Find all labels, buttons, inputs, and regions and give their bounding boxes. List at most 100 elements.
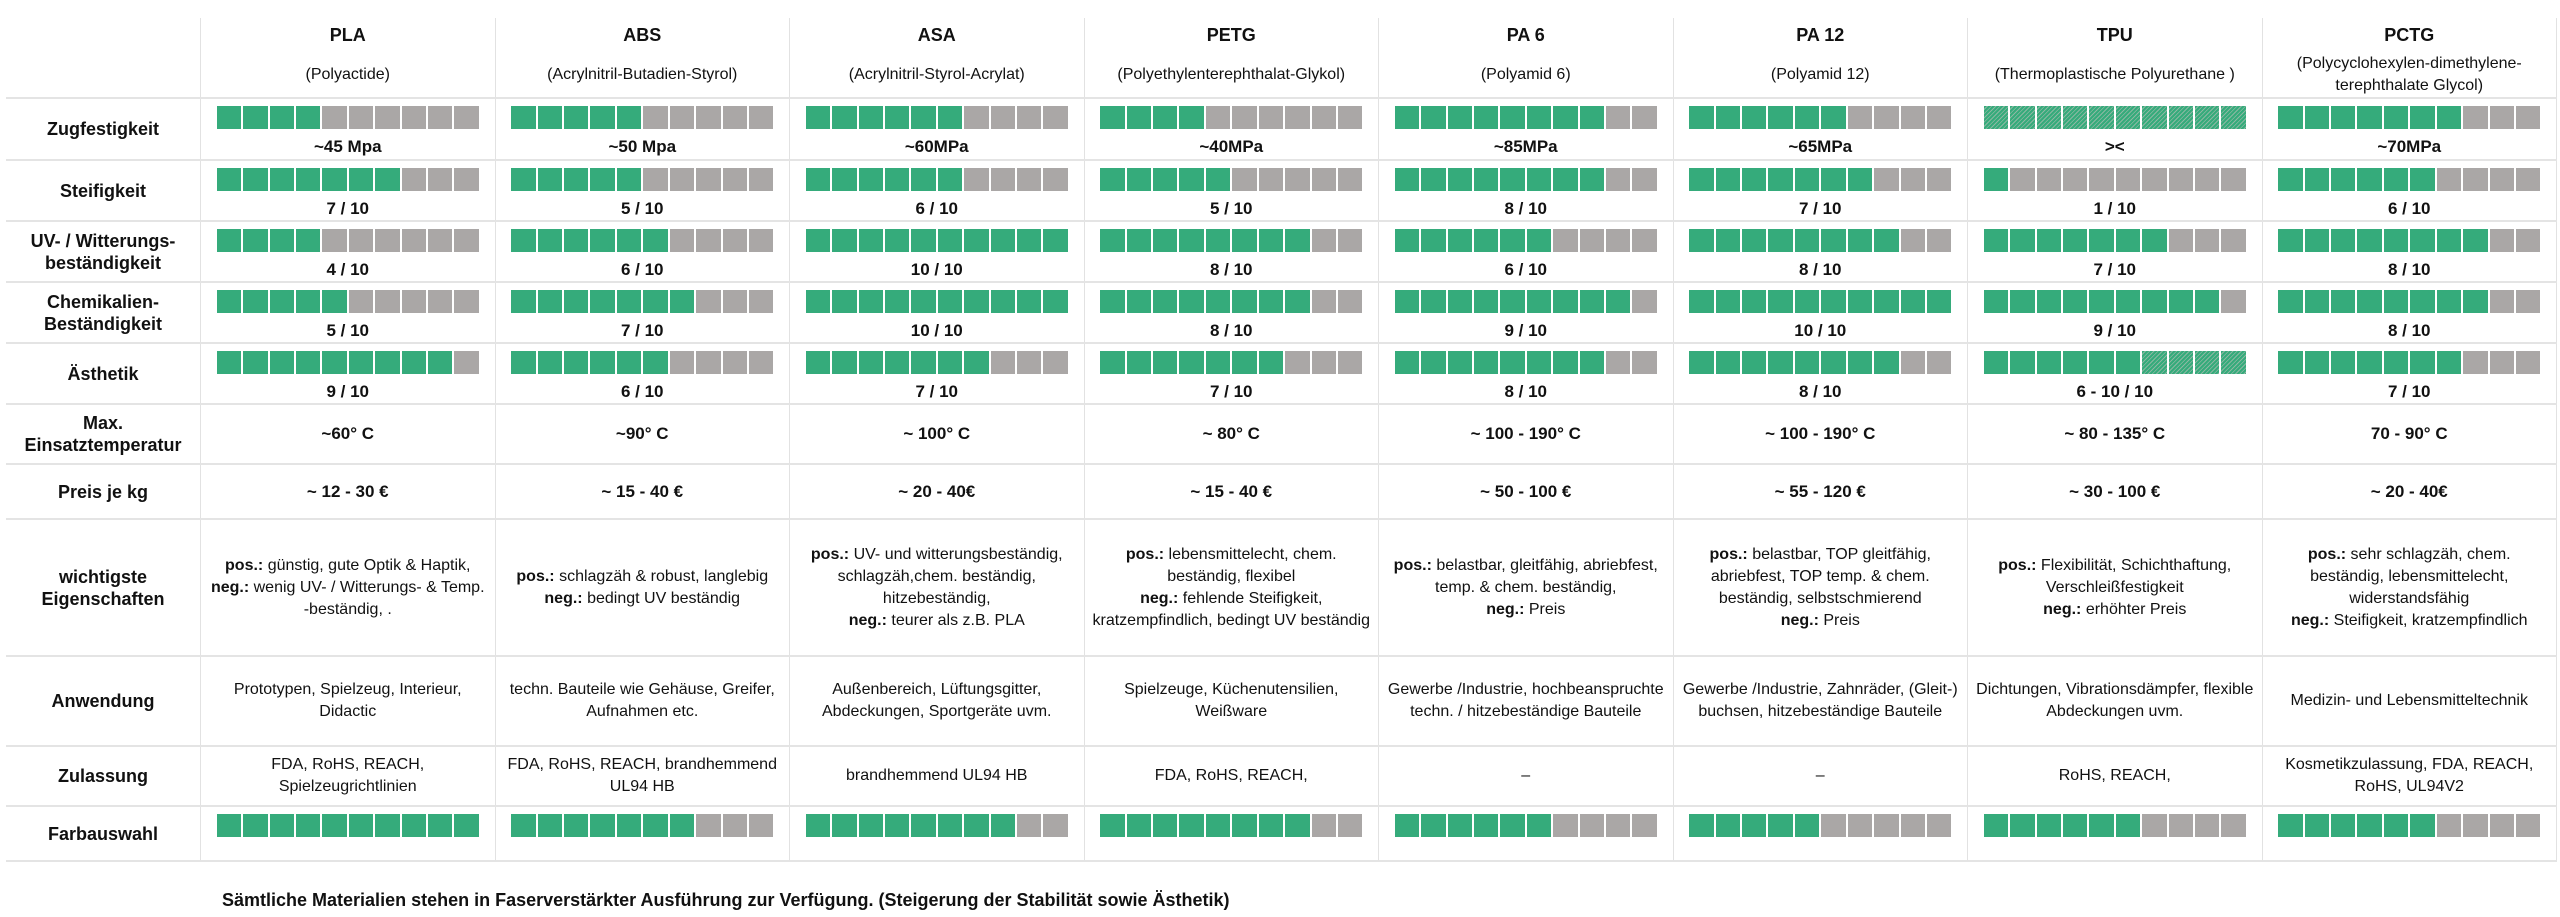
rating-segment bbox=[2515, 351, 2541, 374]
rating-segment bbox=[2304, 290, 2330, 313]
rating-segment bbox=[2168, 351, 2193, 374]
rating-segment bbox=[511, 814, 536, 837]
rating-segment bbox=[375, 106, 400, 129]
rating-cell: ~85MPa bbox=[1379, 99, 1674, 161]
pros-text: pos.: belastbar, TOP gleitfähig, abriebf… bbox=[1682, 544, 1960, 610]
material-full-name: (Acrylnitril-Styrol-Acrylat) bbox=[848, 65, 1025, 83]
rating-value: 10 / 10 bbox=[1794, 321, 1847, 340]
rating-segment bbox=[1205, 814, 1231, 837]
rating-segment bbox=[1017, 229, 1042, 252]
rating-segment bbox=[990, 229, 1015, 252]
rating-segment bbox=[1579, 229, 1604, 252]
cons-label: neg.: bbox=[848, 611, 887, 629]
rating-segment bbox=[2115, 106, 2141, 129]
value-cell: ~ 80° C bbox=[1084, 405, 1379, 465]
rating-segment bbox=[884, 351, 910, 374]
rating-cell: 5 / 10 bbox=[1084, 161, 1379, 222]
rating-segment bbox=[2515, 814, 2541, 837]
rating-segment bbox=[1337, 351, 1363, 374]
rating-bar bbox=[1983, 814, 2246, 837]
rating-segment bbox=[1606, 229, 1631, 252]
rating-segment bbox=[2436, 229, 2462, 252]
text-cell: techn. Bauteile wie Gehäuse, Greifer, Au… bbox=[495, 657, 790, 747]
rating-segment bbox=[1311, 351, 1336, 374]
rating-segment bbox=[2357, 168, 2382, 191]
rating-bar bbox=[1394, 290, 1657, 313]
text-cell: FDA, RoHS, REACH, Spielzeugrichtlinien bbox=[201, 747, 496, 807]
cons-label: neg.: bbox=[1780, 611, 1819, 629]
text-cell: Gewerbe /Industrie, Zahnräder, (Gleit-) … bbox=[1673, 657, 1968, 747]
pros-text: pos.: schlagzäh & robust, langlebig bbox=[516, 566, 768, 588]
rating-cell: 6 / 10 bbox=[495, 222, 790, 283]
rating-segment bbox=[748, 290, 774, 313]
value-cell: ~ 15 - 40 € bbox=[495, 465, 790, 520]
rating-segment bbox=[322, 290, 347, 313]
rating-segment bbox=[2115, 814, 2141, 837]
row-label-preis-je-kg: Preis je kg bbox=[6, 465, 201, 520]
rating-segment bbox=[428, 290, 453, 313]
rating-segment bbox=[805, 229, 831, 252]
rating-segment bbox=[2489, 290, 2514, 313]
row-label-wichtigste-eigenschaften: wichtigste Eigenschaften bbox=[6, 520, 201, 657]
rating-segment bbox=[1337, 290, 1363, 313]
rating-segment bbox=[564, 351, 589, 374]
rating-segment bbox=[696, 290, 721, 313]
rating-cell: 10 / 10 bbox=[1673, 283, 1968, 344]
rating-bar bbox=[805, 106, 1068, 129]
rating-segment bbox=[1258, 351, 1284, 374]
rating-cell: 4 / 10 bbox=[201, 222, 496, 283]
rating-segment bbox=[1689, 290, 1714, 313]
rating-bar bbox=[1100, 106, 1363, 129]
rating-segment bbox=[2115, 229, 2141, 252]
rating-segment bbox=[669, 168, 695, 191]
rating-cell: ~50 Mpa bbox=[495, 99, 790, 161]
header-corner bbox=[6, 18, 201, 99]
rating-segment bbox=[2195, 168, 2220, 191]
text-cell: FDA, RoHS, REACH, bbox=[1084, 747, 1379, 807]
rating-segment bbox=[1043, 229, 1068, 252]
rating-segment bbox=[1632, 290, 1657, 313]
rating-cell bbox=[1968, 807, 2263, 862]
material-name: TPU bbox=[2096, 25, 2133, 45]
rating-segment bbox=[564, 229, 589, 252]
text-cell: Prototypen, Spielzeug, Interieur, Didact… bbox=[201, 657, 496, 747]
rating-segment bbox=[1742, 106, 1767, 129]
rating-segment bbox=[2142, 168, 2167, 191]
rating-segment bbox=[2304, 814, 2330, 837]
rating-segment bbox=[1821, 168, 1846, 191]
rating-segment bbox=[2089, 814, 2114, 837]
value-cell: ~ 30 - 100 € bbox=[1968, 465, 2263, 520]
rating-segment bbox=[1526, 814, 1552, 837]
rating-value: 7 / 10 bbox=[2093, 260, 2137, 279]
rating-segment bbox=[1983, 814, 2009, 837]
rating-segment bbox=[2142, 351, 2167, 374]
rating-value: 8 / 10 bbox=[1798, 382, 1842, 401]
pros-value: UV- und witterungsbeständig, schlagzäh,c… bbox=[837, 545, 1063, 607]
rating-segment bbox=[511, 229, 536, 252]
rating-segment bbox=[428, 351, 453, 374]
rating-segment bbox=[2062, 229, 2088, 252]
rating-segment bbox=[2010, 290, 2035, 313]
pros-text: pos.: sehr schlagzäh, chem. beständig, l… bbox=[2271, 544, 2549, 610]
rating-segment bbox=[1500, 106, 1525, 129]
rating-segment bbox=[1258, 814, 1284, 837]
rating-segment bbox=[1337, 229, 1363, 252]
rating-segment bbox=[1179, 351, 1204, 374]
rating-segment bbox=[1768, 814, 1793, 837]
rating-segment bbox=[1258, 290, 1284, 313]
rating-cell: 5 / 10 bbox=[201, 283, 496, 344]
rating-segment bbox=[1606, 351, 1631, 374]
rating-segment bbox=[454, 814, 479, 837]
rating-segment bbox=[2410, 351, 2435, 374]
rating-segment bbox=[832, 168, 857, 191]
rating-segment bbox=[1606, 168, 1631, 191]
rating-bar bbox=[216, 814, 479, 837]
rating-segment bbox=[1983, 106, 2009, 129]
value-cell: ~ 100° C bbox=[790, 405, 1085, 465]
rating-segment bbox=[2168, 290, 2193, 313]
rating-cell bbox=[495, 807, 790, 862]
rating-cell: 1 / 10 bbox=[1968, 161, 2263, 222]
rating-segment bbox=[564, 290, 589, 313]
rating-segment bbox=[2489, 351, 2514, 374]
rating-segment bbox=[884, 168, 910, 191]
